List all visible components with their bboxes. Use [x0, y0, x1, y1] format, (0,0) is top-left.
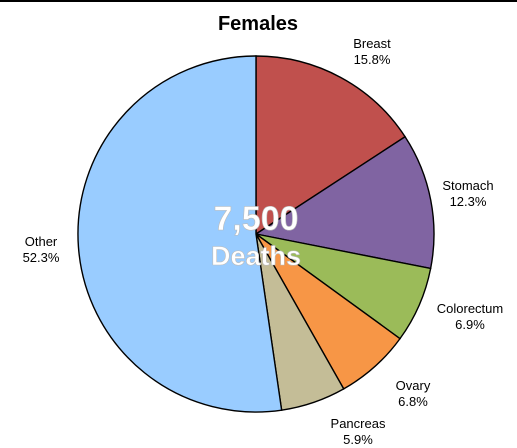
slice-value-ovary: 6.8% — [398, 394, 428, 409]
pie-slice-stomach — [254, 135, 435, 270]
pie-slices — [77, 55, 435, 413]
slice-value-stomach: 12.3% — [450, 194, 487, 209]
slice-label-pancreas: Pancreas — [331, 416, 386, 431]
slice-label-breast: Breast — [353, 36, 391, 51]
pie-slice-breast — [255, 55, 407, 236]
slice-value-other: 52.3% — [23, 250, 60, 265]
slice-label-colorectum: Colorectum — [437, 301, 503, 316]
slice-value-breast: 15.8% — [354, 52, 391, 67]
top-border-line — [0, 0, 517, 2]
slice-value-pancreas: 5.9% — [343, 432, 373, 447]
slice-label-other: Other — [25, 234, 58, 249]
center-label: 7,500 Deaths — [211, 200, 302, 272]
pie-slice-other — [77, 55, 283, 413]
chart-title: Females — [218, 13, 298, 35]
center-label-caption: Deaths — [211, 241, 301, 271]
slice-label-stomach: Stomach — [442, 178, 493, 193]
slice-label-ovary: Ovary — [396, 378, 431, 393]
slice-value-colorectum: 6.9% — [455, 317, 485, 332]
center-label-value: 7,500 — [213, 200, 298, 238]
